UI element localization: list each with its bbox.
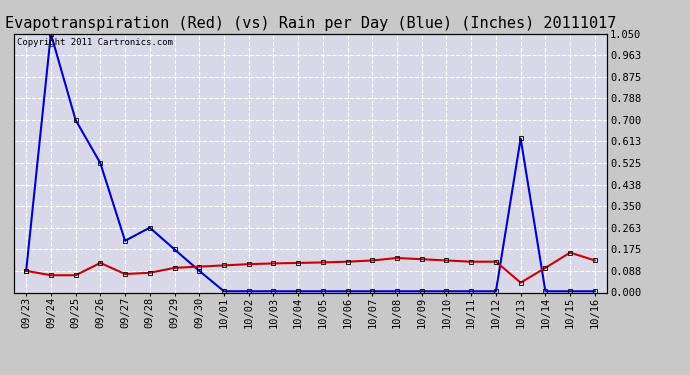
Text: Copyright 2011 Cartronics.com: Copyright 2011 Cartronics.com: [17, 38, 172, 46]
Title: Evapotranspiration (Red) (vs) Rain per Day (Blue) (Inches) 20111017: Evapotranspiration (Red) (vs) Rain per D…: [5, 16, 616, 31]
